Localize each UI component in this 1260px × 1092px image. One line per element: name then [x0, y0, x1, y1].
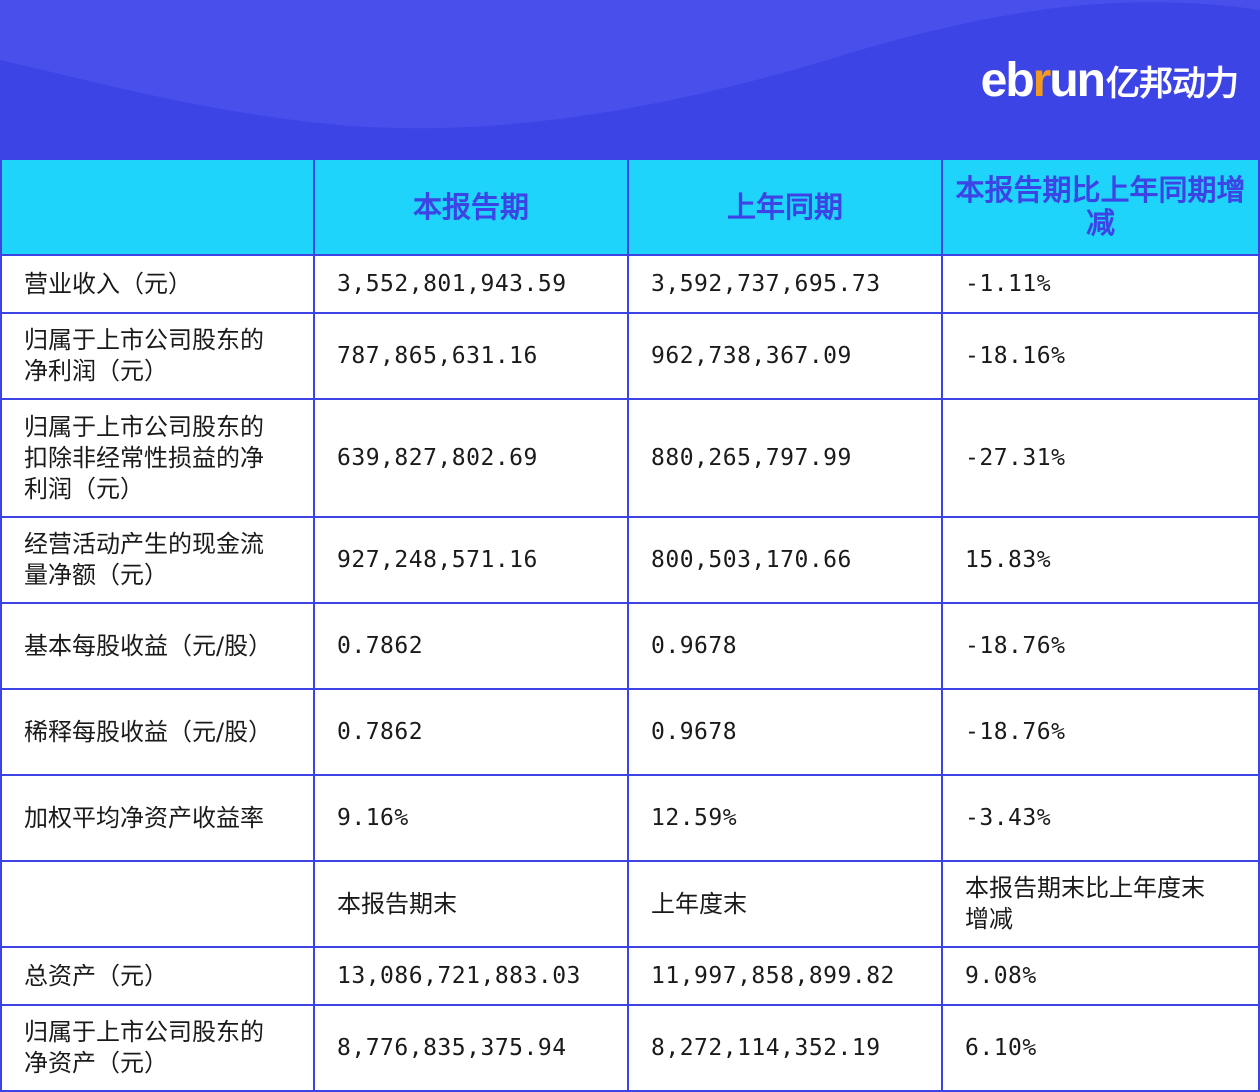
cell-current: 787,865,631.16: [313, 312, 629, 400]
ebrun-logo: ebrun 亿邦动力: [980, 52, 1239, 108]
table-row: 归属于上市公司股东的净利润（元） 787,865,631.16 962,738,…: [0, 312, 1260, 400]
header-cell: 本报告期: [313, 158, 629, 256]
cell-change: -18.76%: [941, 602, 1260, 690]
logo-latin: ebrun: [980, 53, 1106, 107]
table-header-row: 本报告期 上年同期 本报告期比上年同期增减: [0, 158, 1260, 256]
cell-change: -18.76%: [941, 688, 1260, 776]
logo-chinese: 亿邦动力: [1106, 63, 1239, 104]
cell-prior: 800,503,170.66: [627, 516, 943, 604]
table-row: 总资产（元） 13,086,721,883.03 11,997,858,899.…: [0, 946, 1260, 1006]
cell-current: 3,552,801,943.59: [313, 254, 629, 314]
cell-prior: 0.9678: [627, 688, 943, 776]
cell-change: 15.83%: [941, 516, 1260, 604]
cell-change: -27.31%: [941, 398, 1260, 518]
row-label: 加权平均净资产收益率: [0, 774, 315, 862]
cell-current: 0.7862: [313, 688, 629, 776]
cell-prior: 0.9678: [627, 602, 943, 690]
table-row: 基本每股收益（元/股） 0.7862 0.9678 -18.76%: [0, 602, 1260, 690]
row-label: 营业收入（元）: [0, 254, 315, 314]
cell-change: -1.11%: [941, 254, 1260, 314]
cell-change: -18.16%: [941, 312, 1260, 400]
cell-current: 8,776,835,375.94: [313, 1004, 629, 1092]
row-label: 经营活动产生的现金流量净额（元）: [0, 516, 315, 604]
cell-current: 927,248,571.16: [313, 516, 629, 604]
row-label: 归属于上市公司股东的净利润（元）: [0, 312, 315, 400]
cell-prior: 3,592,737,695.73: [627, 254, 943, 314]
banner-wave: [0, 0, 1260, 129]
header-banner: ebrun 亿邦动力: [0, 0, 1260, 160]
cell-prior: 12.59%: [627, 774, 943, 862]
cell-change: 6.10%: [941, 1004, 1260, 1092]
row-label: 基本每股收益（元/股）: [0, 602, 315, 690]
table-subheader-row: 本报告期末 上年度末 本报告期末比上年度末增减: [0, 860, 1260, 948]
table-row: 加权平均净资产收益率 9.16% 12.59% -3.43%: [0, 774, 1260, 862]
cell-prior: 11,997,858,899.82: [627, 946, 943, 1006]
table-row: 经营活动产生的现金流量净额（元） 927,248,571.16 800,503,…: [0, 516, 1260, 604]
header-cell: 本报告期比上年同期增减: [941, 158, 1260, 256]
table-row: 稀释每股收益（元/股） 0.7862 0.9678 -18.76%: [0, 688, 1260, 776]
subheader-cell: 上年度末: [627, 860, 943, 948]
cell-prior: 8,272,114,352.19: [627, 1004, 943, 1092]
subheader-cell: 本报告期末: [313, 860, 629, 948]
cell-prior: 880,265,797.99: [627, 398, 943, 518]
financial-table: 本报告期 上年同期 本报告期比上年同期增减 营业收入（元） 3,552,801,…: [0, 158, 1260, 1092]
header-cell: 上年同期: [627, 158, 943, 256]
header-cell: [0, 158, 315, 256]
table-row: 归属于上市公司股东的净资产（元） 8,776,835,375.94 8,272,…: [0, 1004, 1260, 1092]
cell-change: -3.43%: [941, 774, 1260, 862]
cell-current: 639,827,802.69: [313, 398, 629, 518]
cell-change: 9.08%: [941, 946, 1260, 1006]
row-label: 归属于上市公司股东的净资产（元）: [0, 1004, 315, 1092]
row-label: 总资产（元）: [0, 946, 315, 1006]
row-label: 归属于上市公司股东的扣除非经常性损益的净利润（元）: [0, 398, 315, 518]
cell-current: 0.7862: [313, 602, 629, 690]
table-row: 归属于上市公司股东的扣除非经常性损益的净利润（元） 639,827,802.69…: [0, 398, 1260, 518]
row-label: [0, 860, 315, 948]
cell-current: 13,086,721,883.03: [313, 946, 629, 1006]
cell-prior: 962,738,367.09: [627, 312, 943, 400]
table-row: 营业收入（元） 3,552,801,943.59 3,592,737,695.7…: [0, 254, 1260, 314]
subheader-cell: 本报告期末比上年度末增减: [941, 860, 1260, 948]
row-label: 稀释每股收益（元/股）: [0, 688, 315, 776]
cell-current: 9.16%: [313, 774, 629, 862]
